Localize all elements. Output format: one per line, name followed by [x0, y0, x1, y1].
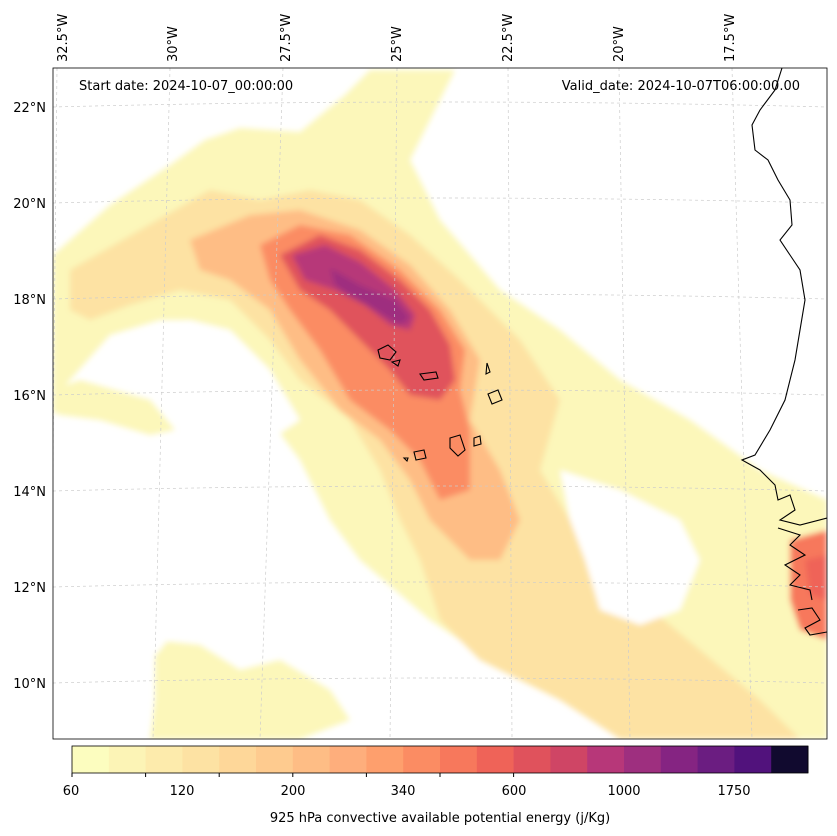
colorbar-tick-label: 60 — [63, 784, 80, 799]
colorbar-segment — [145, 746, 183, 773]
map-frame — [52, 67, 828, 740]
lon-label: 17.5°W — [723, 14, 738, 62]
cape-contour-east-inner — [805, 555, 827, 600]
valid-date: Valid_date: 2024-10-07T06:00:00.00 — [562, 79, 800, 94]
lat-label: 22°N — [13, 101, 46, 116]
colorbar-tick-label: 120 — [170, 784, 195, 799]
lat-label: 14°N — [13, 485, 46, 500]
lat-label: 16°N — [13, 389, 46, 404]
colorbar-tick-label: 1000 — [607, 784, 640, 799]
cape-contour-south — [150, 640, 350, 739]
lon-label: 32.5°W — [56, 14, 71, 62]
colorbar-tick-label: 200 — [281, 784, 306, 799]
colorbar-ticks: 60 120 200 340 600 1000 1750 — [63, 773, 751, 799]
lat-label: 10°N — [13, 677, 46, 692]
colorbar-segment — [697, 746, 735, 773]
lon-label: 22.5°W — [501, 14, 516, 62]
lat-label: 12°N — [13, 581, 46, 596]
cape-gap-east — [560, 470, 700, 625]
colorbar-segment — [292, 746, 331, 773]
colorbar — [71, 745, 809, 774]
colorbar-segment — [624, 746, 662, 773]
graticule — [53, 68, 827, 739]
colorbar-segment — [513, 746, 551, 773]
cape-contour-1750 — [330, 268, 410, 325]
colorbar-segment — [734, 746, 772, 773]
lon-label: 27.5°W — [279, 14, 294, 62]
colorbar-segment — [256, 746, 294, 773]
cape-gap-south — [53, 545, 190, 739]
coastline — [377, 68, 827, 636]
lon-label: 30°W — [166, 26, 181, 62]
colorbar-segment — [366, 746, 404, 773]
lat-label: 18°N — [13, 293, 46, 308]
colorbar-segment — [108, 746, 147, 773]
cape-field — [53, 70, 827, 739]
cape-contour-low-west — [53, 380, 175, 435]
start-date: Start date: 2024-10-07_00:00:00 — [79, 79, 293, 94]
latitude-labels: 22°N 20°N 18°N 16°N 14°N 12°N 10°N — [13, 101, 46, 692]
colorbar-segment — [72, 746, 110, 773]
colorbar-tick-label: 600 — [502, 784, 527, 799]
colorbar-segment — [440, 746, 478, 773]
colorbar-segment — [403, 746, 441, 773]
colorbar-segment — [587, 746, 625, 773]
colorbar-label: 925 hPa convective available potential e… — [270, 811, 610, 826]
colorbar-tick-label: 1750 — [717, 784, 750, 799]
lon-label: 20°W — [612, 26, 627, 62]
colorbar-segment — [329, 746, 367, 773]
longitude-labels: 32.5°W 30°W 27.5°W 25°W 22.5°W 20°W 17.5… — [56, 14, 738, 62]
lon-label: 25°W — [390, 26, 405, 62]
colorbar-segment — [476, 746, 515, 773]
colorbar-segment — [182, 746, 220, 773]
colorbar-segment — [550, 746, 588, 773]
colorbar-segment — [660, 746, 699, 773]
lat-label: 20°N — [13, 197, 46, 212]
colorbar-segment — [219, 746, 257, 773]
colorbar-tick-label: 340 — [391, 784, 416, 799]
colorbar-segment — [771, 746, 809, 773]
